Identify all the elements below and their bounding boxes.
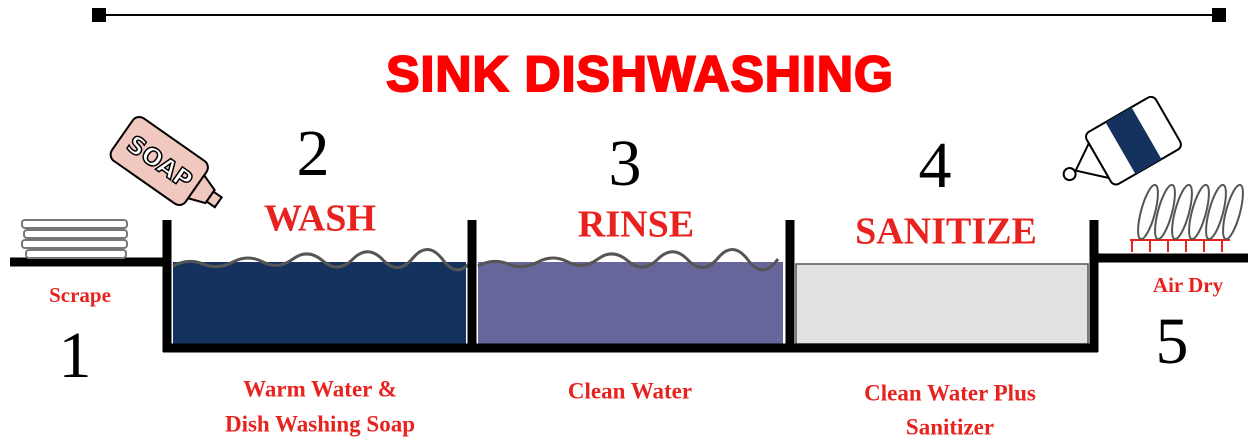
- step-number: 4: [919, 129, 952, 202]
- step-label: SANITIZE: [855, 211, 1037, 253]
- step-description: Warm Water &: [243, 376, 397, 401]
- soap-bottle: SOAP: [107, 114, 233, 224]
- step-number: 3: [609, 127, 642, 200]
- step-number: 2: [297, 117, 330, 190]
- rule-end: [92, 8, 106, 22]
- step-label: WASH: [264, 198, 376, 240]
- step-label: Air Dry: [1153, 273, 1224, 297]
- step-description: Clean Water: [568, 378, 692, 403]
- wash-water: [173, 262, 466, 344]
- title: SINK DISHWASHING: [386, 46, 894, 102]
- plates: [22, 220, 127, 258]
- rule-end: [1212, 8, 1226, 22]
- step-description: Sanitizer: [906, 414, 994, 439]
- step-number: 1: [59, 319, 92, 392]
- rinse-water: [478, 262, 783, 344]
- step-description: Clean Water Plus: [864, 380, 1036, 405]
- step-label: RINSE: [578, 204, 694, 246]
- diagram: SINK DISHWASHING SOAP: [0, 0, 1248, 446]
- sanitize-water: [796, 264, 1088, 344]
- step-label: Scrape: [49, 283, 111, 307]
- sanitizer-bottle: [1051, 95, 1183, 206]
- step-description: Dish Washing Soap: [225, 411, 415, 436]
- drying-rack: [1130, 183, 1247, 252]
- step-number: 5: [1156, 305, 1189, 378]
